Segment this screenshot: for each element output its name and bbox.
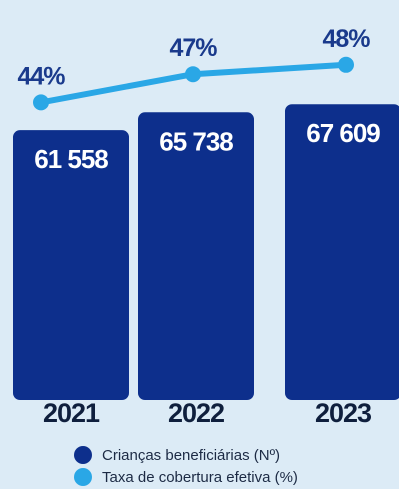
legend-item-bars: Crianças beneficiárias (Nº) [74, 444, 394, 466]
x-tick-label-2023: 2023 [315, 398, 372, 428]
line-value-label-2021: 44% [17, 62, 65, 90]
bars-layer: 61 558 65 738 67 609 [13, 104, 399, 400]
legend-swatch-line [74, 468, 92, 486]
legend: Crianças beneficiárias (Nº) Taxa de cobe… [74, 444, 394, 488]
legend-item-line: Taxa de cobertura efetiva (%) [74, 466, 394, 488]
x-tick-label-2022: 2022 [168, 398, 224, 428]
bar-value-label-2023: 67 609 [306, 118, 380, 148]
legend-label-line: Taxa de cobertura efetiva (%) [102, 468, 298, 486]
legend-label-bars: Crianças beneficiárias (Nº) [102, 446, 281, 464]
bar-2023 [285, 104, 399, 400]
x-tick-label-2021: 2021 [43, 398, 100, 428]
line-layer: 44% 47% 48% [17, 25, 371, 111]
x-axis-ticks: 2021 2022 2023 [43, 398, 373, 428]
line-value-label-2023: 48% [322, 25, 370, 53]
line-point-2021 [33, 94, 49, 111]
line-value-label-2022: 47% [169, 34, 217, 62]
bar-value-label-2022: 65 738 [159, 126, 233, 156]
line-point-2023 [338, 56, 354, 73]
bar-value-label-2021: 61 558 [34, 144, 108, 174]
legend-swatch-bars [74, 446, 92, 464]
bar-2022 [138, 112, 254, 400]
line-point-2022 [185, 66, 201, 83]
bar-2021 [13, 130, 129, 400]
